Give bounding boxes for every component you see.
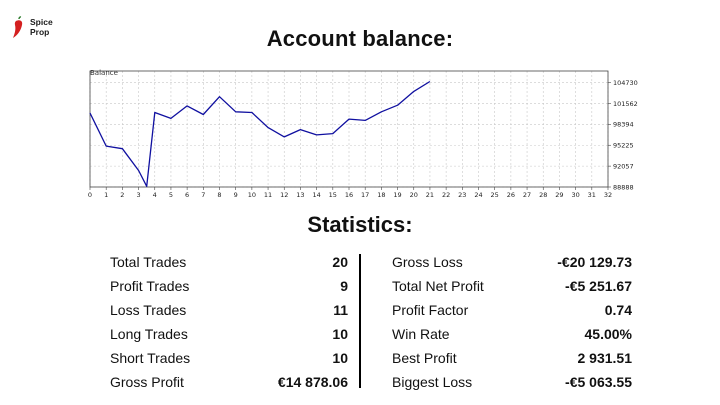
x-tick-label: 2 <box>120 191 124 199</box>
x-tick-label: 32 <box>604 191 612 199</box>
stat-row: Gross Loss -€20 129.73 <box>392 252 632 272</box>
page-title: Account balance: <box>266 26 454 51</box>
y-tick-label: 92057 <box>613 162 634 170</box>
stat-value: 9 <box>340 278 348 294</box>
y-tick-label: 95225 <box>613 142 634 150</box>
balance-series-line <box>89 80 431 187</box>
stat-value: 45.00% <box>584 326 632 342</box>
x-tick-label: 9 <box>234 191 238 199</box>
x-tick-label: 8 <box>217 191 221 199</box>
y-tick-label: 98394 <box>613 121 634 129</box>
stat-value: 11 <box>333 302 348 318</box>
stat-label: Gross Profit <box>110 374 184 390</box>
stats-divider <box>359 254 361 388</box>
x-tick-label: 18 <box>377 191 385 199</box>
x-tick-label: 4 <box>153 191 157 199</box>
stat-value: 10 <box>332 326 348 342</box>
x-tick-label: 23 <box>458 191 466 199</box>
stat-row: Best Profit 2 931.51 <box>392 348 632 368</box>
x-tick-label: 17 <box>361 191 369 199</box>
stat-value: €14 878.06 <box>277 374 348 390</box>
x-tick-label: 28 <box>539 191 547 199</box>
y-tick-label: 88888 <box>613 183 634 191</box>
x-tick-label: 25 <box>491 191 499 199</box>
stat-row: Loss Trades 11 <box>110 300 348 320</box>
x-tick-label: 29 <box>555 191 563 199</box>
chart-title: Balance <box>90 69 118 77</box>
stat-label: Total Trades <box>110 254 187 270</box>
x-tick-label: 10 <box>248 191 256 199</box>
stat-value: -€5 063.55 <box>565 374 632 390</box>
stat-label: Short Trades <box>110 350 191 366</box>
stat-value: 10 <box>332 350 348 366</box>
stats-title: Statistics: <box>307 212 413 237</box>
stat-row: Long Trades 10 <box>110 324 348 344</box>
stat-label: Best Profit <box>392 350 457 366</box>
x-tick-label: 3 <box>136 191 140 199</box>
x-tick-label: 14 <box>312 191 320 199</box>
stat-row: Total Net Profit -€5 251.67 <box>392 276 632 296</box>
brand-logo: Spice Prop <box>10 14 70 40</box>
x-tick-label: 20 <box>410 191 418 199</box>
stat-row: Total Trades 20 <box>110 252 348 272</box>
x-tick-label: 5 <box>169 191 173 199</box>
stat-label: Win Rate <box>392 326 450 342</box>
stat-label: Profit Trades <box>110 278 190 294</box>
brand-name-line2: Prop <box>30 27 50 37</box>
brand-name-line1: Spice <box>30 17 53 27</box>
y-tick-label: 101562 <box>613 100 638 108</box>
stat-row: Profit Factor 0.74 <box>392 300 632 320</box>
x-tick-label: 27 <box>523 191 531 199</box>
x-tick-label: 19 <box>393 191 401 199</box>
stat-value: 0.74 <box>604 302 632 318</box>
x-tick-label: 30 <box>571 191 579 199</box>
brand-name: Spice Prop <box>30 17 53 37</box>
stat-value: -€20 129.73 <box>557 254 632 270</box>
x-tick-label: 22 <box>442 191 450 199</box>
x-tick-label: 15 <box>329 191 337 199</box>
x-tick-label: 21 <box>426 191 434 199</box>
stat-label: Biggest Loss <box>392 374 473 390</box>
stat-label: Profit Factor <box>392 302 469 318</box>
stat-label: Loss Trades <box>110 302 187 318</box>
balance-chart-panel: 0 1 2 3 4 5 6 7 8 9 10 11 12 13 14 15 16 17 18 19 20 21 22 23 24… <box>84 66 644 206</box>
x-tick-label: 6 <box>185 191 189 199</box>
stat-row: Gross Profit €14 878.06 <box>110 372 348 392</box>
statistics-table: Total Trades 20 Profit Trades 9 Loss Trades 1… <box>0 252 720 392</box>
stat-value: -€5 251.67 <box>565 278 632 294</box>
stat-label: Long Trades <box>110 326 188 342</box>
stat-label: Gross Loss <box>392 254 463 270</box>
x-tick-label: 11 <box>264 191 272 199</box>
y-tick-label: 104730 <box>613 79 638 87</box>
x-tick-label: 1 <box>104 191 108 199</box>
stat-row: Profit Trades 9 <box>110 276 348 296</box>
stat-row: Biggest Loss -€5 063.55 <box>392 372 632 392</box>
chili-pepper-icon <box>13 16 23 38</box>
x-tick-label: 0 <box>88 191 92 199</box>
x-tick-label: 7 <box>201 191 205 199</box>
x-tick-label: 12 <box>280 191 288 199</box>
stat-row: Short Trades 10 <box>110 348 348 368</box>
x-tick-label: 24 <box>474 191 482 199</box>
stat-value: 2 931.51 <box>577 350 633 366</box>
x-tick-label: 26 <box>507 191 515 199</box>
balance-chart: 0 1 2 3 4 5 6 7 8 9 10 11 12 13 14 15 16 17 18 19 20 21 22 23 24… <box>88 70 638 199</box>
x-tick-label: 13 <box>296 191 304 199</box>
x-tick-label: 16 <box>345 191 353 199</box>
stat-value: 20 <box>332 254 348 270</box>
stat-label: Total Net Profit <box>392 278 484 294</box>
x-tick-label: 31 <box>588 191 596 199</box>
stat-row: Win Rate 45.00% <box>392 324 632 344</box>
